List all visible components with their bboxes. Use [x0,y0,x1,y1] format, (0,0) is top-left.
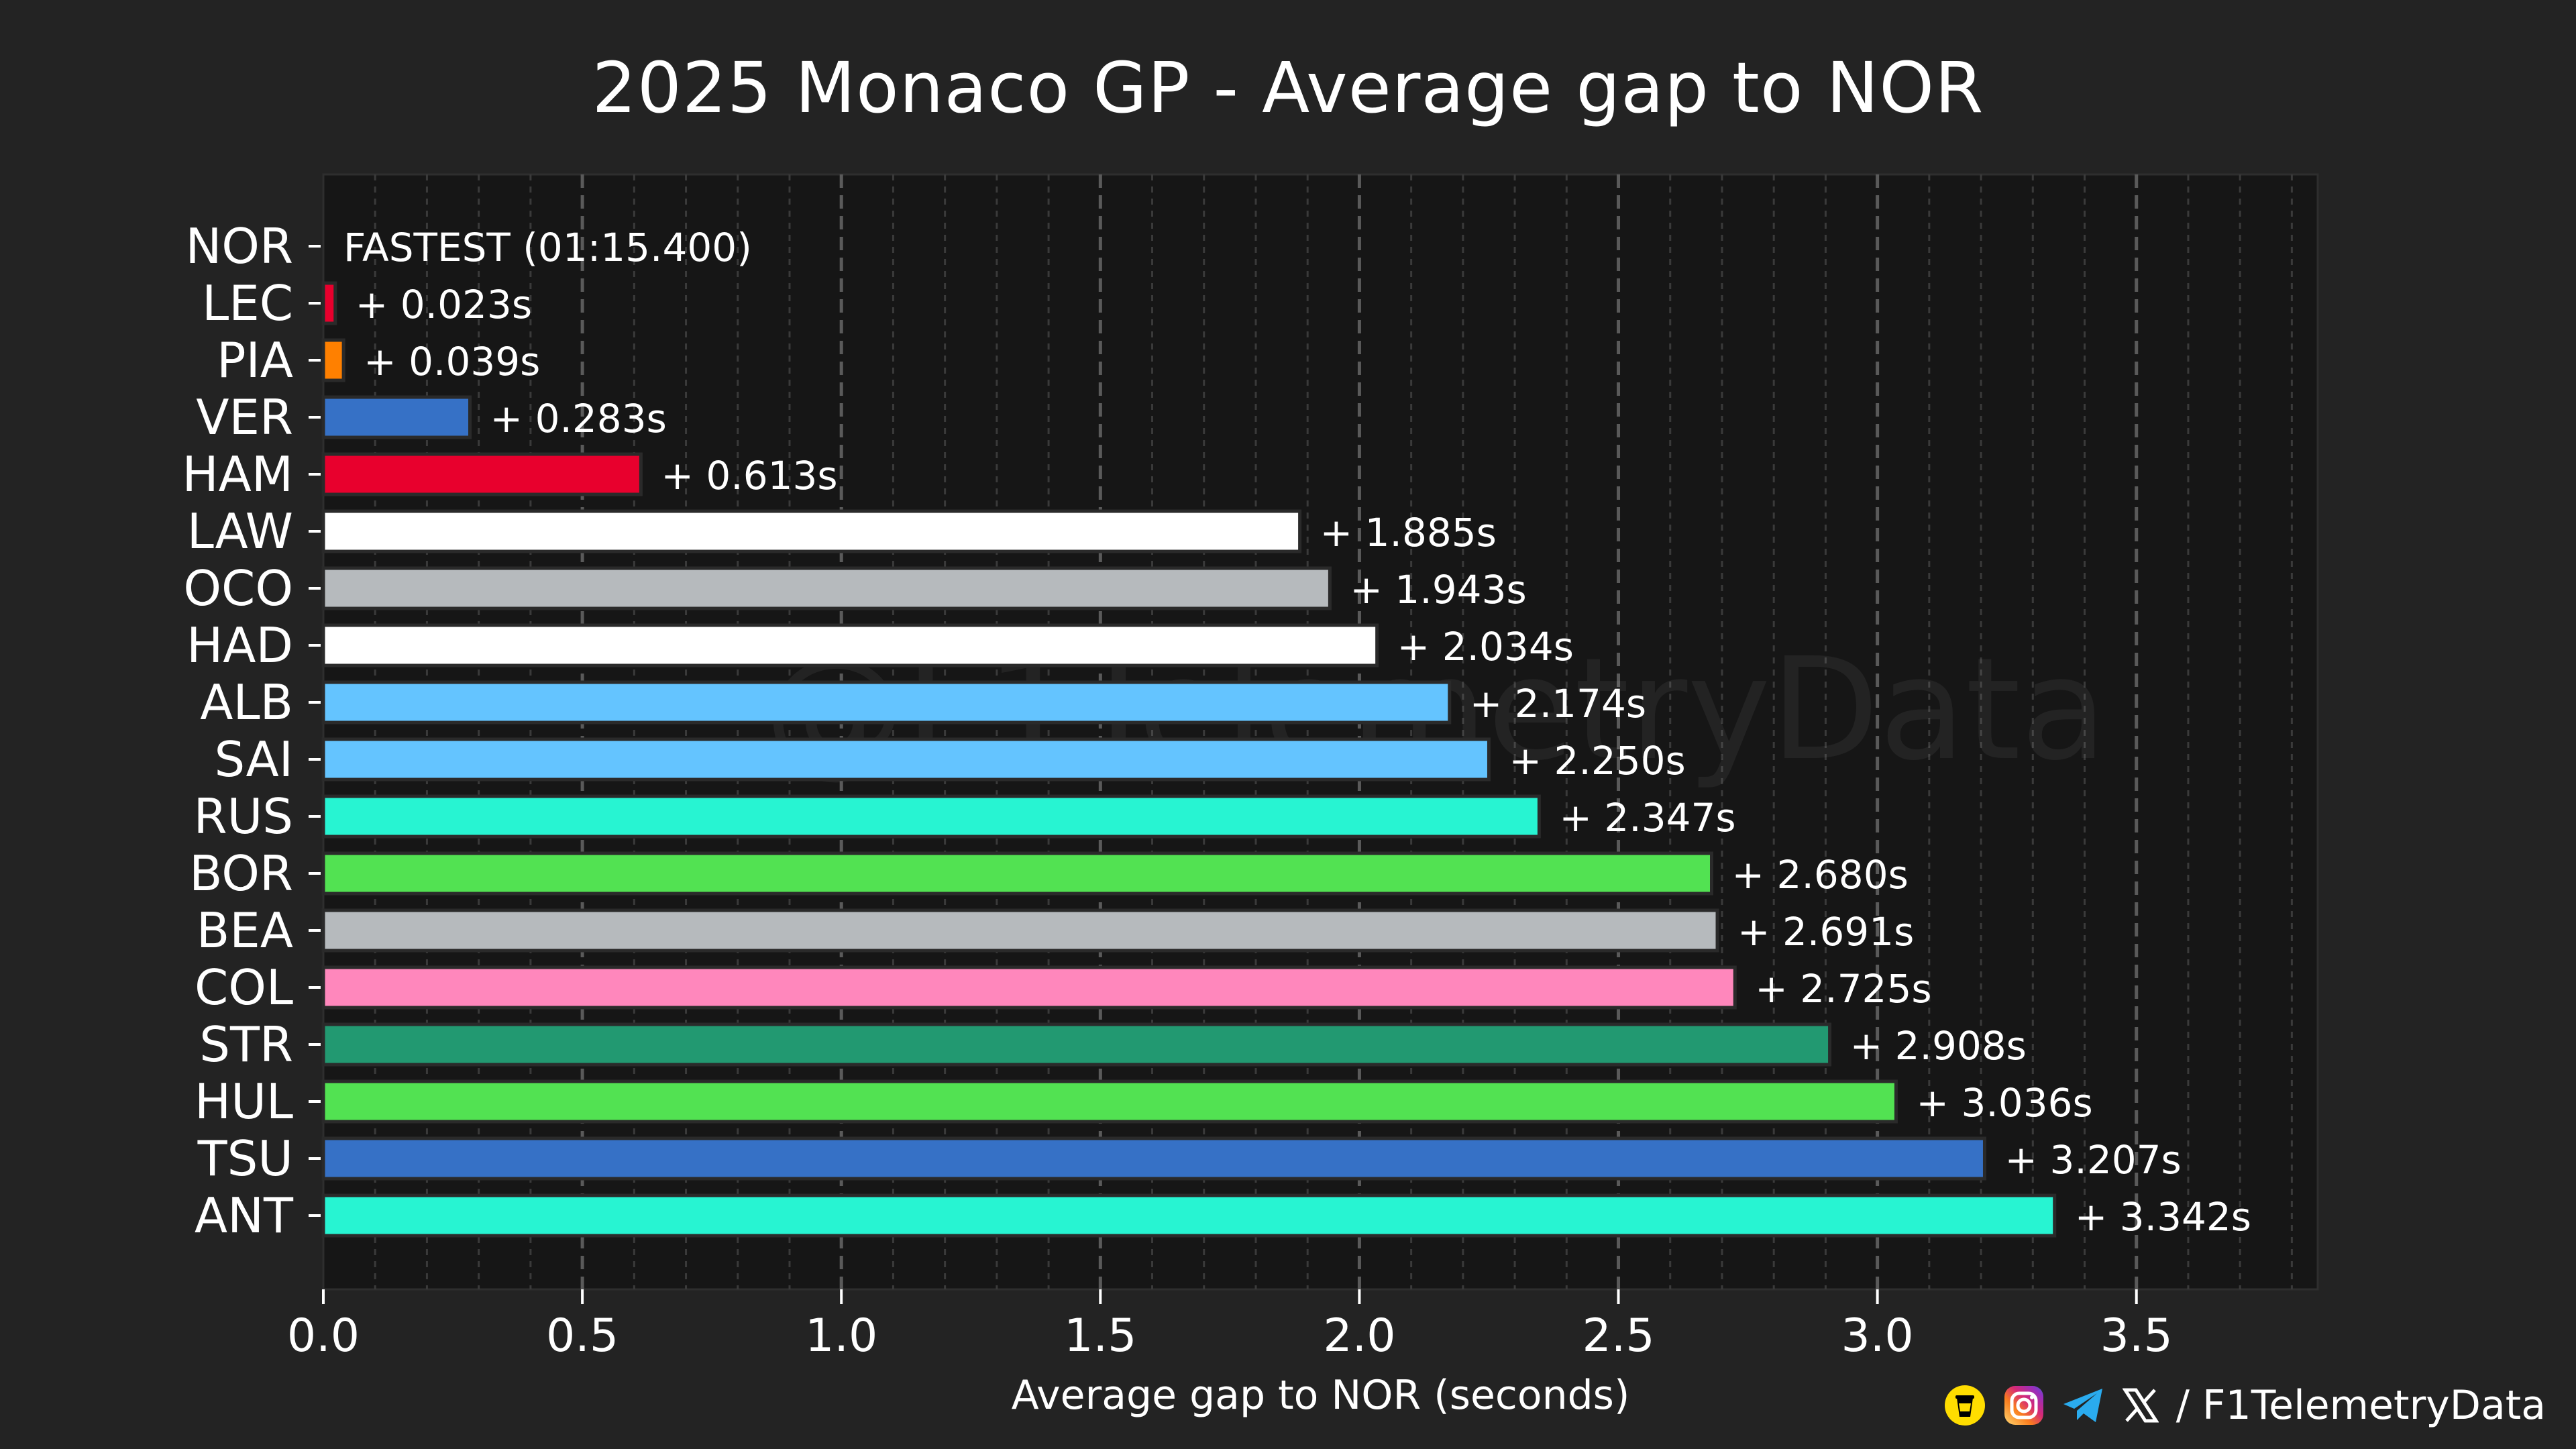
y-tick-label-ant: ANT [195,1187,294,1244]
bar-ver [321,395,472,439]
bar-lec [321,281,337,325]
value-label-alb: + 2.174s [1470,681,1646,727]
value-label-lec: + 0.023s [356,282,532,327]
bar-alb [321,680,1452,724]
y-tick-label-law: LAW [187,503,293,559]
y-tick-label-nor: NOR [185,218,293,274]
x-tick-label: 1.0 [805,1309,877,1362]
bar-hul [321,1079,1898,1124]
value-label-col: + 2.725s [1755,966,1931,1012]
x-icon[interactable] [2122,1387,2159,1424]
y-tick-label-tsu: TSU [197,1130,293,1187]
y-tick-label-hul: HUL [195,1073,293,1130]
y-tick-label-bor: BOR [189,845,293,902]
value-label-oco: + 1.943s [1350,567,1526,612]
value-label-str: + 2.908s [1850,1023,2027,1069]
bar-pia [321,338,345,382]
y-tick-label-ver: VER [196,389,293,445]
bar-rus [321,794,1541,839]
value-label-ham: + 0.613s [661,453,837,498]
instagram-icon[interactable] [2003,1385,2045,1426]
bar-bor [321,851,1714,896]
y-tick-label-col: COL [195,959,293,1016]
chart-title: 2025 Monaco GP - Average gap to NOR [592,47,1984,129]
y-tick-label-sai: SAI [214,731,293,788]
minor-gridlines [374,174,2293,1289]
x-tick-label: 0.0 [287,1309,360,1362]
x-tick-label: 1.5 [1064,1309,1136,1362]
bar-bea [321,908,1719,953]
y-tick-label-ham: HAM [182,446,293,502]
x-tick-label: 3.0 [1841,1309,1914,1362]
value-label-hul: + 3.036s [1916,1080,2092,1126]
x-tick-label: 0.5 [546,1309,619,1362]
value-label-ver: + 0.283s [490,396,667,441]
bars [321,281,2057,1238]
bar-oco [321,566,1332,610]
value-label-ant: + 3.342s [2075,1194,2251,1240]
bar-ham [321,452,643,496]
value-label-law: + 1.885s [1320,510,1497,555]
y-tick-label-bea: BEA [197,902,293,959]
y-tick-label-alb: ALB [200,674,293,731]
bar-law [321,509,1302,553]
value-label-pia: + 0.039s [364,339,540,384]
y-axis: NORLECPIAVERHAMLAWOCOHADALBSAIRUSBORBEAC… [182,218,321,1244]
y-tick-label-oco: OCO [183,560,293,616]
footer-handle[interactable]: / F1TelemetryData [2176,1382,2546,1429]
bar-ant [321,1193,2057,1238]
x-axis-label: Average gap to NOR (seconds) [1012,1372,1630,1419]
bar-col [321,965,1737,1010]
bar-tsu [321,1136,1986,1181]
x-tick-label: 2.5 [1582,1309,1654,1362]
footer: / F1TelemetryData [1944,1375,2546,1436]
y-tick-label-lec: LEC [202,275,293,331]
value-label-sai: + 2.250s [1509,738,1685,784]
y-tick-label-had: HAD [186,617,293,674]
x-tick-label: 3.5 [2100,1309,2173,1362]
y-tick-label-pia: PIA [217,332,293,388]
bar-sai [321,737,1491,782]
y-tick-label-rus: RUS [194,788,293,845]
bar-value-labels: FASTEST (01:15.400) + 0.023s + 0.039s + 0.2… [343,225,2251,1240]
buy-me-a-coffee-icon[interactable] [1944,1385,1986,1426]
x-tick-label: 2.0 [1323,1309,1395,1362]
value-label-rus: + 2.347s [1559,795,1735,841]
bar-had [321,623,1379,667]
x-axis: 0.0 0.5 1.0 1.5 2.0 2.5 3.0 3.5 [287,1289,2173,1362]
value-label-nor: FASTEST (01:15.400) [343,225,752,270]
bar-str [321,1022,1832,1067]
value-label-tsu: + 3.207s [2004,1137,2181,1183]
value-label-bea: + 2.691s [1737,909,1914,955]
value-label-had: + 2.034s [1397,624,1574,669]
y-tick-label-str: STR [199,1016,293,1073]
telegram-icon[interactable] [2062,1387,2105,1424]
value-label-bor: + 2.680s [1732,852,1909,898]
